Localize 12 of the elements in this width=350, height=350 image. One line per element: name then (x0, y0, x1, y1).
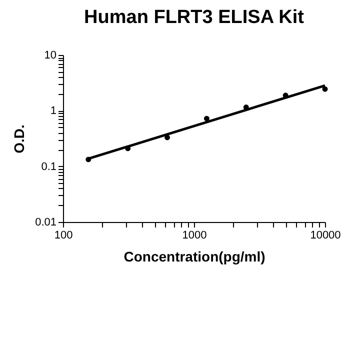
x-axis-title: Concentration(pg/ml) (124, 248, 266, 264)
y-axis-title: O.D. (11, 124, 28, 154)
y-tick-label: 1 (50, 105, 56, 118)
y-tick-label: 0.1 (41, 160, 56, 173)
y-tick-label: 10 (44, 50, 56, 62)
y-tick-label: 0.01 (35, 216, 56, 228)
x-tick-label: 1000 (182, 230, 207, 242)
chart-title: Human FLRT3 ELISA Kit (84, 7, 305, 28)
x-tick-label: 10000 (310, 230, 341, 242)
point (204, 116, 210, 122)
point (322, 86, 328, 92)
x-tick-label: 100 (54, 230, 73, 242)
